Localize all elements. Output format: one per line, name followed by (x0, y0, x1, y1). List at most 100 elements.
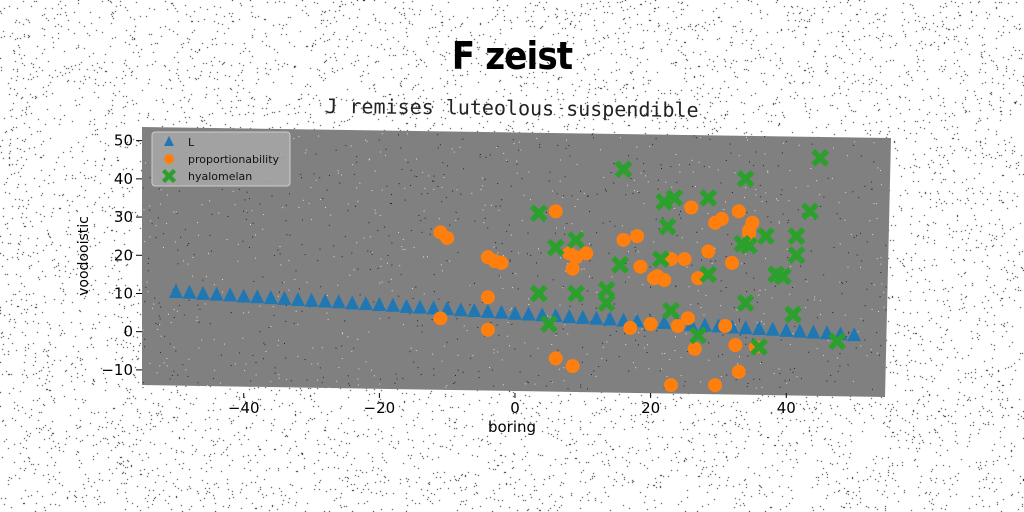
speckle (566, 223, 568, 224)
speckle (795, 187, 797, 189)
speckle (496, 324, 498, 326)
speckle (339, 182, 341, 184)
speckle (680, 356, 682, 358)
speckle (606, 359, 607, 361)
speckle (446, 385, 448, 386)
speckle (398, 231, 399, 233)
speckle (175, 350, 177, 352)
speckle (421, 331, 423, 333)
speckle (226, 239, 228, 240)
speckle (636, 146, 638, 148)
speckle (785, 141, 787, 142)
speckle (489, 154, 491, 156)
x-point (736, 169, 755, 188)
speckle (223, 343, 225, 345)
speckle (569, 305, 571, 307)
speckle (379, 282, 381, 284)
speckle (366, 140, 368, 142)
speckle (381, 189, 383, 191)
speckle (714, 247, 716, 249)
speckle (589, 275, 590, 277)
x-point (614, 160, 633, 179)
speckle (778, 368, 780, 370)
speckle (596, 232, 598, 234)
speckle (816, 180, 818, 182)
speckle (483, 222, 485, 224)
speckle (349, 274, 351, 276)
speckle (326, 189, 328, 191)
speckle (496, 147, 498, 148)
speckle (714, 260, 716, 262)
speckle (877, 167, 879, 169)
speckle (753, 277, 755, 279)
speckle (880, 184, 882, 186)
speckle (528, 304, 530, 305)
speckle (581, 361, 583, 363)
speckle (407, 161, 409, 163)
speckle (847, 266, 849, 268)
speckle (697, 303, 699, 305)
speckle (789, 343, 791, 345)
speckle (144, 301, 146, 303)
speckle (208, 253, 210, 255)
speckle (644, 335, 646, 337)
speckle (609, 334, 611, 336)
speckle (357, 384, 359, 386)
speckle (196, 316, 198, 318)
legend-label: hyalomelan (188, 170, 252, 183)
speckle (413, 361, 415, 363)
speckle (527, 253, 528, 255)
speckle (880, 257, 882, 259)
speckle (478, 377, 480, 379)
triangle-point (697, 317, 712, 332)
speckle (679, 171, 681, 173)
speckle (234, 204, 236, 206)
speckle (230, 312, 232, 314)
speckle (739, 320, 740, 322)
series-hyalomelan (529, 148, 847, 356)
speckle (329, 387, 330, 389)
speckle (457, 218, 459, 220)
speckle (302, 199, 304, 201)
speckle (856, 235, 858, 237)
speckle (173, 370, 175, 372)
circle-point (480, 322, 495, 337)
speckle (717, 169, 719, 171)
speckle (456, 318, 458, 320)
speckle (497, 252, 499, 254)
speckle (731, 243, 733, 245)
speckle (580, 384, 582, 386)
speckle (589, 211, 590, 212)
speckle (745, 343, 747, 345)
speckle (509, 345, 510, 347)
speckle (321, 382, 323, 384)
speckle (746, 386, 748, 388)
speckle (501, 359, 503, 361)
y-tick-label: 30 (114, 208, 133, 226)
speckle (602, 222, 604, 224)
x-point (567, 284, 585, 303)
speckle (356, 242, 358, 244)
triangle-point (467, 303, 482, 318)
speckle (337, 170, 339, 172)
speckle (211, 250, 212, 252)
speckle (502, 287, 504, 289)
speckle (684, 381, 686, 382)
speckle (739, 334, 741, 336)
speckle (647, 181, 649, 183)
triangle-point (657, 314, 672, 329)
speckle (718, 355, 720, 357)
speckle (625, 263, 627, 265)
speckle (400, 274, 402, 276)
speckle (270, 326, 272, 328)
speckle (265, 351, 267, 352)
speckle (384, 154, 386, 156)
speckle (550, 381, 552, 382)
speckle (539, 143, 541, 145)
speckle (789, 379, 790, 381)
speckle (192, 275, 193, 277)
speckle (530, 199, 531, 201)
speckle (745, 337, 747, 339)
speckle (871, 188, 873, 190)
speckle (792, 371, 794, 373)
